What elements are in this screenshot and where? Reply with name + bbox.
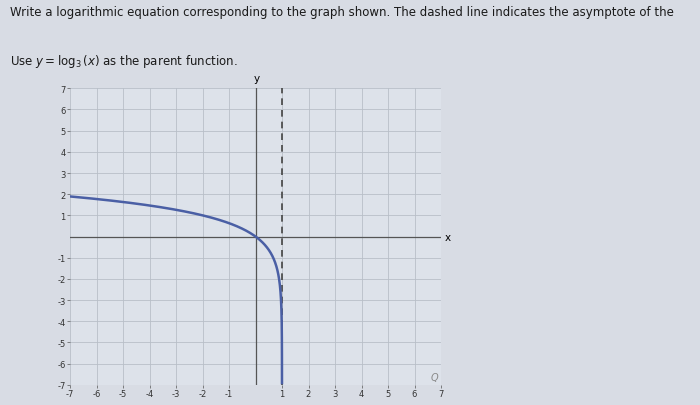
Text: Use $y = \log_3(x)$ as the parent function.: Use $y = \log_3(x)$ as the parent functi… [10,53,238,70]
Text: Write a logarithmic equation corresponding to the graph shown. The dashed line i: Write a logarithmic equation correspondi… [10,6,674,19]
Text: x: x [445,232,451,242]
Text: Q: Q [430,372,438,382]
Text: y: y [254,74,260,84]
